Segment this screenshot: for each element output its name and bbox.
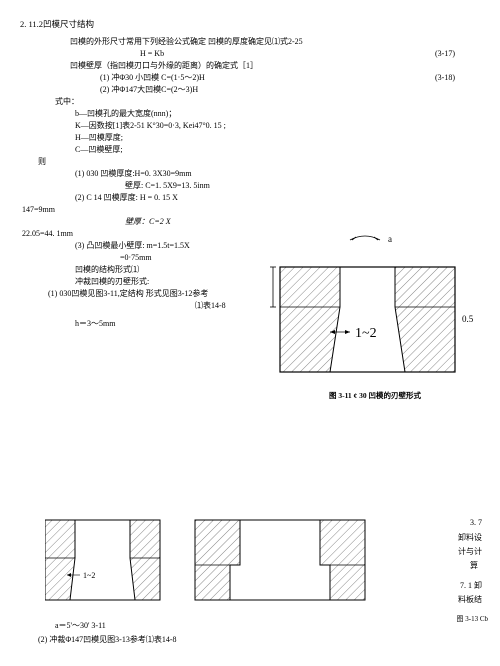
para-14b: 22.05=44. 1mm [22,228,240,240]
die-section-2-svg: 1~2 [45,510,385,610]
text: (1) 冲Φ30 小凹模 C=(1·5～2)H [100,73,205,82]
para-2: 凹模壁厚（指凹模刃口与外缘的距离）的确定式［1］ [70,60,480,72]
para-5: 式中： [55,96,480,108]
para-16: 凹模的结构形式⑴ [75,264,240,276]
side-1: 3. 7 [470,518,482,527]
para-14: 壁厚：C=2 X [125,216,240,228]
label-1-2: 1~2 [355,326,377,341]
eq-text: H = Kb [140,49,164,58]
para-13b: 147=9mm [22,204,240,216]
para-10: 则 [38,156,480,168]
eq-num-1: (3-17) [435,48,455,60]
side-7: 图 3-13 Cb [457,614,489,624]
equation-1: H = Kb (3-17) [140,48,480,60]
para-11: (1) 030 凹模厚度:H=0. 3X30=9mm [75,168,240,180]
label-a: a [388,234,392,244]
para-12: 壁厚: C=1. 5X9=13. 5inm [125,180,240,192]
para-4: (2) 冲Φ147大凹模C=(2～3)H [100,84,480,96]
para-13: (2) C 14 凹模厚度: H = 0. 15 X [75,192,240,204]
label-1-2-b: 1~2 [83,571,95,580]
section-number: 2. 11.2凹模尺寸结构 [20,18,480,30]
text: 凹模的外形尺寸常用下列经验公式确定 凹模的厚度确定见⑴式2-25 [70,37,303,46]
label-05: 0.5 [462,314,474,324]
para-3: (1) 冲Φ30 小凹模 C=(1·5～2)H (3-18) [100,72,480,84]
side-2: 卸料设 [458,532,482,543]
para-9: C—凹模壁厚; [75,144,480,156]
side-5: 7. 1 卸 [460,580,482,591]
side-6: 料板结 [458,594,482,605]
side-4: 算 [470,560,478,571]
para-17: 冲裁凹模的刃壁形式: [75,276,240,288]
para-21: (2) 冲裁Φ147凹模见图3-13参考⑴表14-8 [38,634,177,646]
para-8: H—凹模厚度; [75,132,480,144]
figure-3-11: a h 1~2 0.5 图 3-11 ¢ 30 凹模的刃壁形式 [270,232,480,401]
para-20: a＝5'～30' 3-11 [55,620,106,632]
para-7: K—因数按[1]表2-51 K°30=0·3, Kei47°0. 15 ; [75,120,480,132]
para-15b: =0·75mm [120,252,240,264]
die-section-svg: a h 1~2 0.5 [270,232,480,387]
para-6: b—凹模孔的最大宽度(nnn)； [75,108,480,120]
figure-3-13: 1~2 [45,510,385,610]
para-15: (3) 凸凹模最小壁厚: m=1.5t=1.5X [75,240,240,252]
eq-num-2: (3-18) [435,72,455,84]
para-1: 凹模的外形尺寸常用下列经验公式确定 凹模的厚度确定见⑴式2-25 [70,36,480,48]
figure-1-caption: 图 3-11 ¢ 30 凹模的刃壁形式 [270,390,480,401]
side-3: 计与计 [458,546,482,557]
